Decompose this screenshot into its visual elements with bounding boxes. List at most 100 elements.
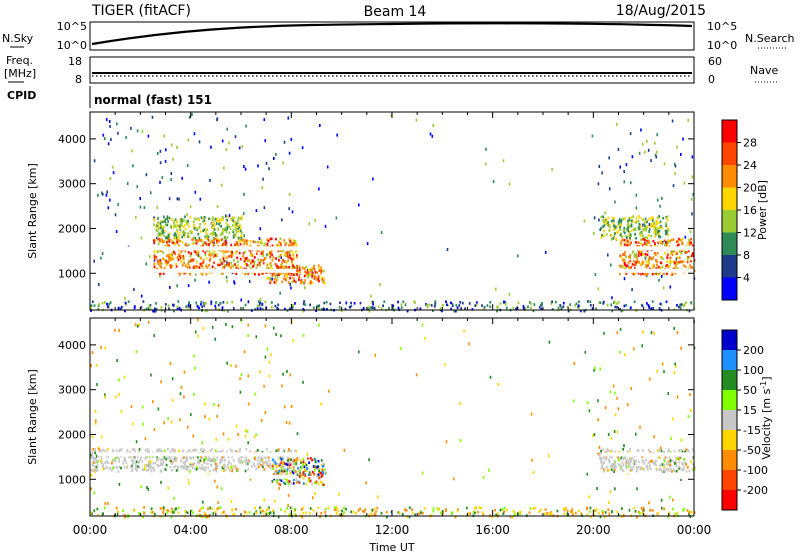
range-cell: [674, 460, 677, 463]
range-cell: [222, 243, 224, 246]
scatter-cell: [629, 132, 632, 136]
range-cell: [153, 469, 156, 472]
range-cell: [257, 304, 260, 308]
scatter-cell: [108, 120, 111, 123]
scatter-cell: [221, 139, 224, 143]
scatter-cell: [193, 393, 195, 396]
range-cell: [309, 269, 312, 273]
scatter-cell: [243, 350, 246, 354]
range-cell: [259, 508, 262, 511]
range-cell: [298, 275, 301, 279]
scatter-cell: [235, 424, 238, 428]
colorbar-tick-label: 24: [743, 159, 757, 172]
range-cell: [167, 235, 170, 239]
scatter-cell: [682, 508, 684, 512]
scatter-cell: [290, 286, 292, 290]
scatter-cell: [593, 433, 596, 437]
range-cell: [165, 236, 167, 240]
range-cell: [287, 459, 289, 462]
power-frame: [89, 111, 695, 311]
scatter-cell: [104, 501, 107, 505]
range-cell: [175, 469, 178, 472]
range-cell: [288, 307, 291, 311]
scatter-cell: [473, 510, 475, 514]
scatter-cell: [216, 414, 218, 418]
range-cell: [256, 462, 259, 466]
range-cell: [150, 469, 153, 473]
range-cell: [620, 219, 623, 222]
range-cell: [222, 250, 225, 253]
range-cell: [353, 302, 356, 305]
scatter-cell: [95, 364, 98, 367]
scatter-cell: [151, 115, 154, 119]
range-cell: [277, 471, 279, 475]
range-cell: [624, 251, 626, 254]
range-cell: [502, 512, 505, 515]
range-cell: [252, 260, 254, 263]
range-cell: [550, 512, 553, 516]
scatter-cell: [91, 351, 94, 355]
range-cell: [289, 472, 292, 475]
range-cell: [640, 238, 642, 241]
range-cell: [625, 272, 628, 276]
range-cell: [237, 260, 239, 263]
scatter-cell: [116, 512, 119, 516]
range-cell: [632, 251, 634, 254]
range-cell: [306, 467, 308, 470]
scatter-cell: [238, 146, 241, 150]
range-cell: [169, 457, 172, 461]
range-cell: [94, 451, 97, 455]
range-cell: [619, 254, 622, 258]
range-cell: [481, 511, 484, 514]
range-cell: [639, 216, 642, 220]
range-cell: [319, 480, 322, 484]
scatter-cell: [170, 172, 173, 175]
range-cell: [218, 222, 220, 226]
range-cell: [184, 232, 187, 235]
range-cell: [206, 309, 209, 312]
range-cell: [690, 237, 693, 241]
range-cell: [92, 464, 95, 468]
time-tick-label: 00:00: [73, 523, 108, 537]
scatter-cell: [623, 170, 625, 173]
range-cell: [109, 301, 112, 304]
scatter-cell: [194, 330, 197, 334]
range-cell: [639, 512, 641, 515]
scatter-cell: [673, 326, 675, 330]
range-cell: [213, 243, 215, 246]
range-cell: [659, 464, 661, 467]
scatter-cell: [312, 496, 314, 500]
range-cell: [156, 463, 158, 467]
range-cell: [108, 303, 111, 306]
range-cell: [677, 243, 680, 247]
range-cell: [173, 509, 175, 513]
range-cell: [544, 512, 546, 516]
scatter-cell: [429, 132, 432, 136]
range-cell: [171, 241, 173, 244]
range-cell: [168, 253, 170, 256]
range-cell: [318, 475, 321, 478]
scatter-cell: [631, 288, 633, 292]
range-cell: [173, 219, 176, 222]
range-cell: [318, 307, 320, 310]
range-cell: [174, 252, 177, 255]
range-cell: [279, 237, 282, 241]
range-cell: [653, 272, 656, 275]
scatter-cell: [676, 145, 678, 149]
scatter-cell: [263, 118, 266, 122]
range-cell: [275, 469, 278, 473]
range-cell: [161, 506, 164, 510]
range-cell: [295, 481, 298, 484]
range-cell: [651, 459, 653, 463]
range-cell: [374, 513, 377, 517]
range-cell: [678, 305, 680, 309]
range-cell: [630, 229, 633, 233]
scatter-cell: [263, 206, 266, 210]
nsearch-tick-bottom: 10^0: [707, 39, 737, 52]
range-cell: [297, 469, 300, 472]
range-cell: [228, 261, 230, 265]
range-cell: [672, 249, 675, 253]
range-cell: [100, 459, 103, 463]
range-cell: [367, 306, 370, 309]
